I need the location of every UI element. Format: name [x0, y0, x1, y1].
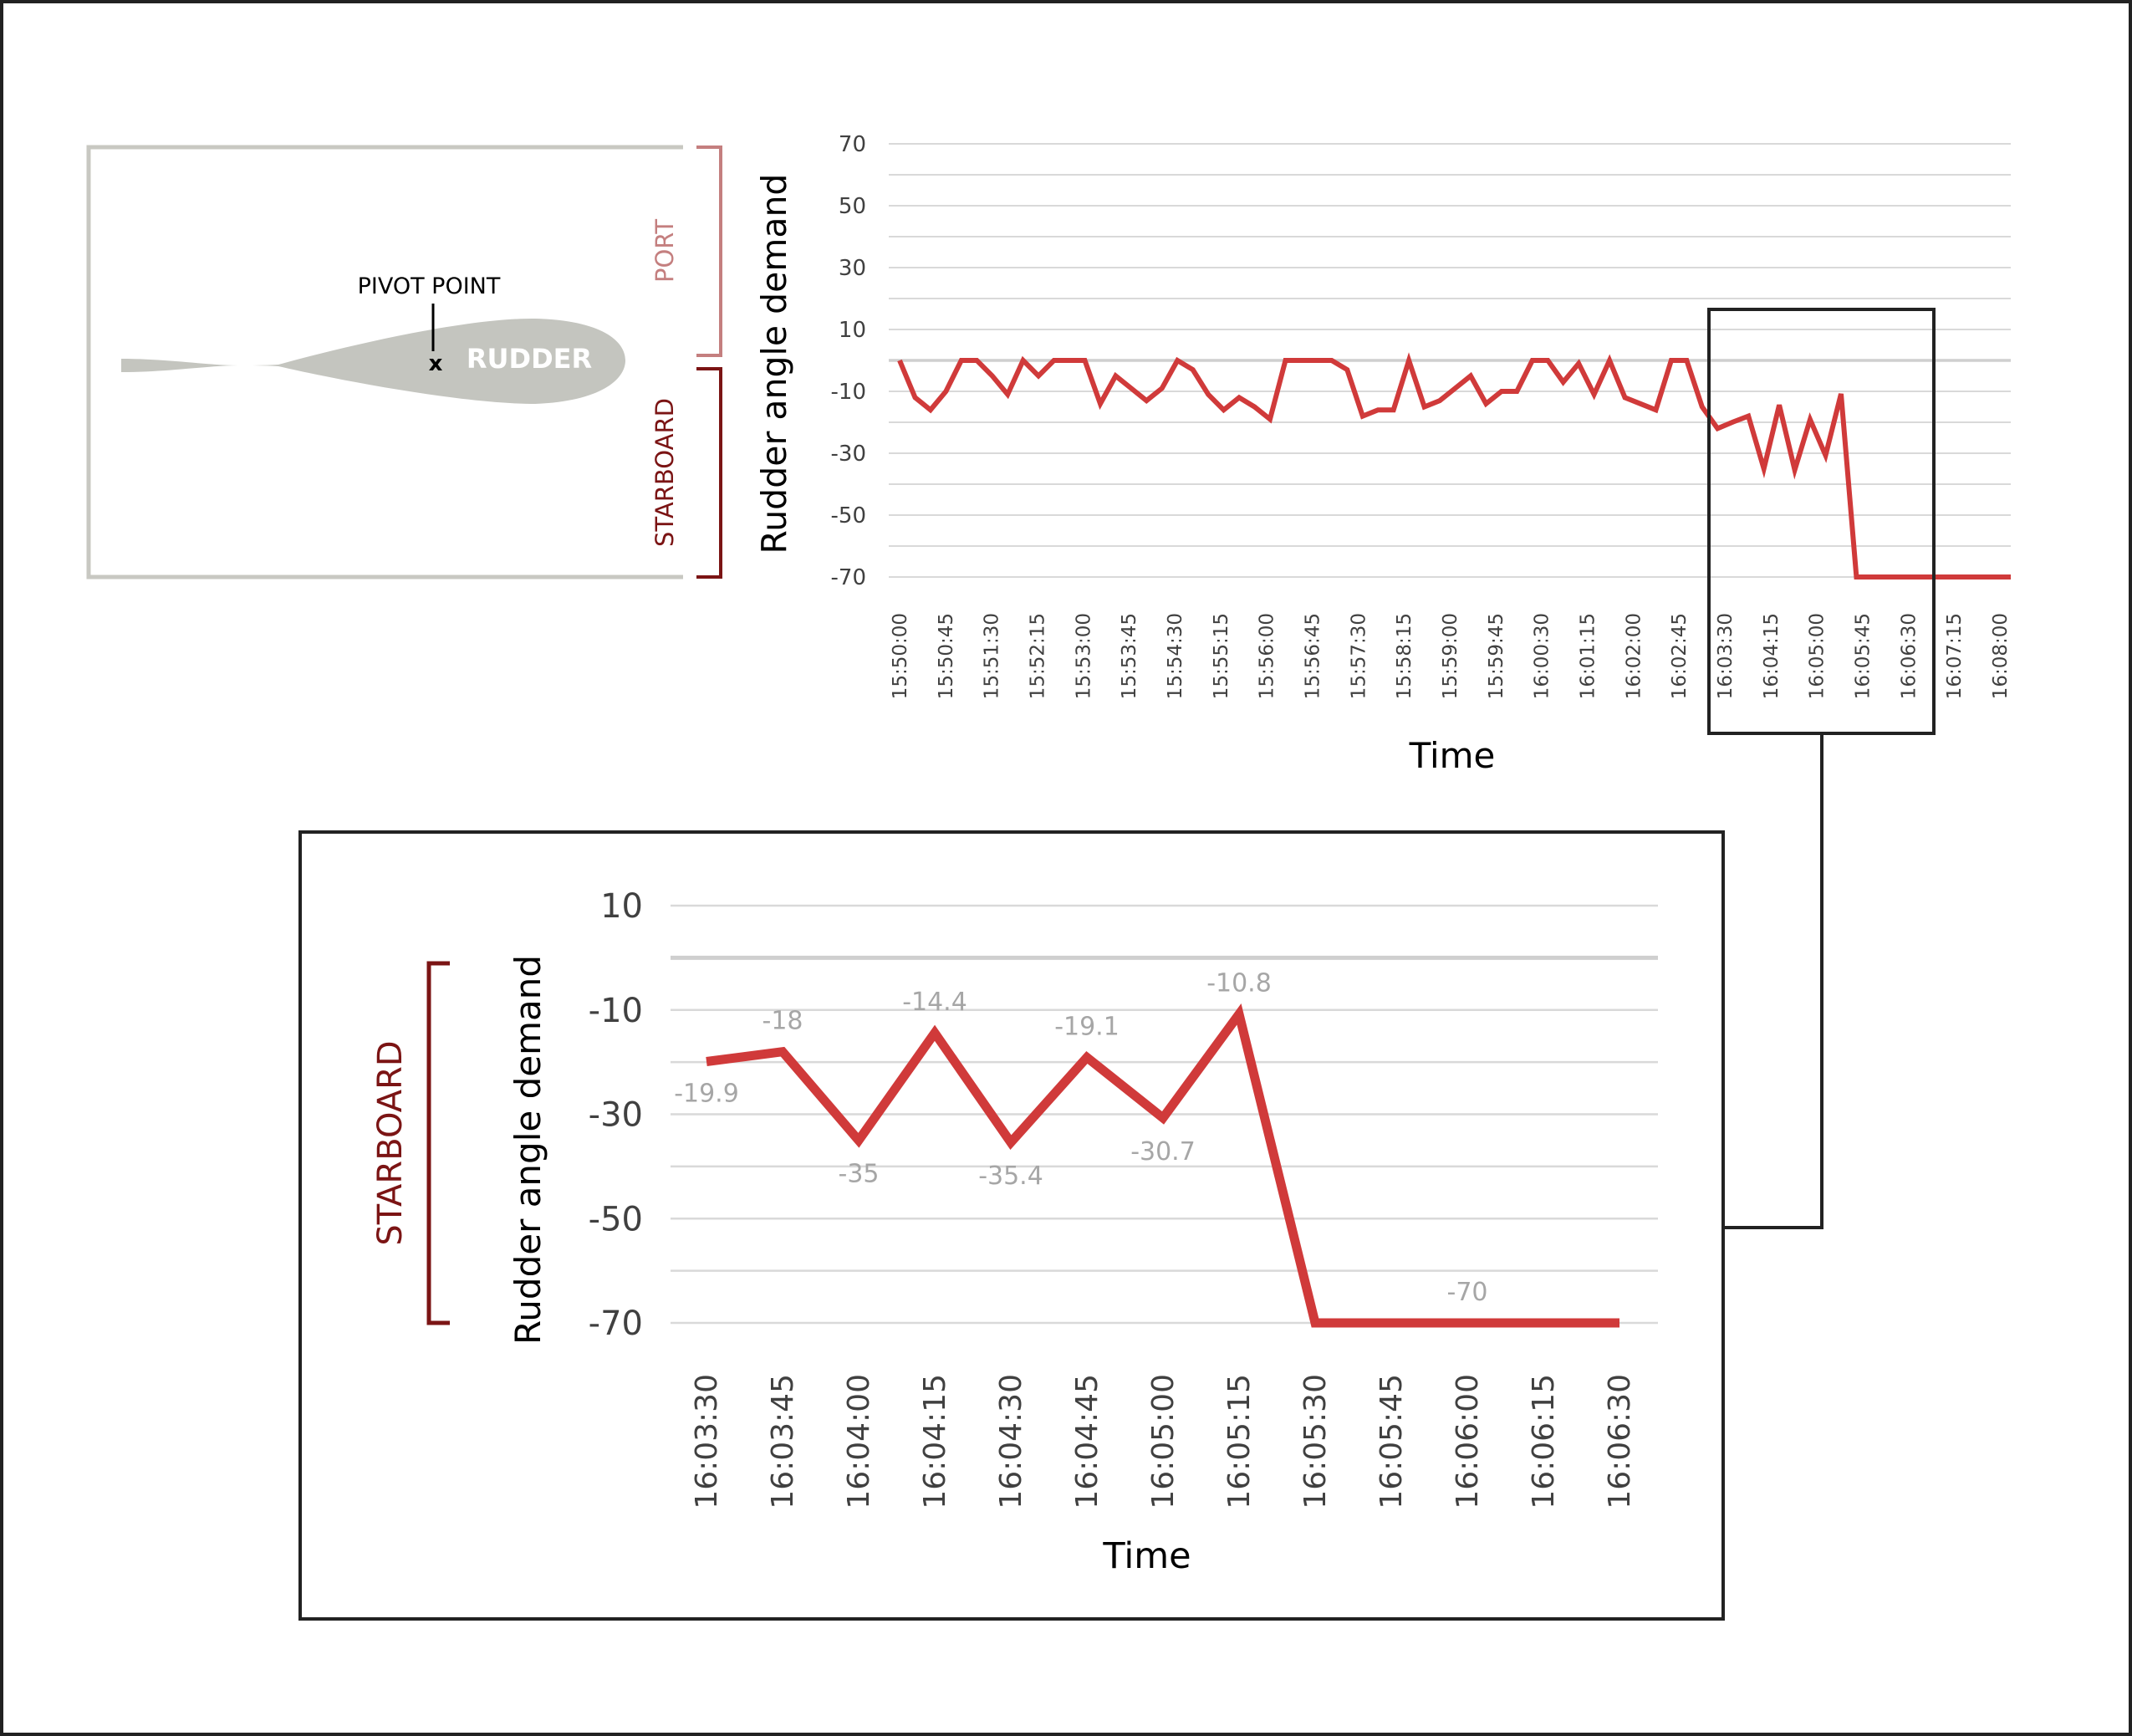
- starboard-bracket: [696, 367, 722, 579]
- x-tick-label: 16:02:00: [1623, 613, 1645, 699]
- data-label: -35.4: [978, 1162, 1043, 1191]
- x-tick-label: 15:54:30: [1165, 613, 1186, 699]
- zoom-panel: [298, 830, 1725, 1621]
- x-tick-label: 16:03:30: [1715, 613, 1737, 699]
- zoom-x-axis-title: Time: [1102, 1535, 1191, 1577]
- x-tick-label: 15:52:15: [1028, 613, 1049, 699]
- pivot-marker: x: [429, 351, 443, 376]
- data-label: -19.9: [674, 1080, 739, 1109]
- zoom-series-line: [706, 1003, 1619, 1328]
- x-tick-label: 16:01:15: [1578, 613, 1599, 699]
- y-tick-label: -10: [589, 992, 643, 1030]
- x-tick-label: 15:51:30: [982, 613, 1003, 699]
- x-tick-label: 16:04:30: [994, 1374, 1028, 1509]
- main-series-line: [897, 352, 2011, 580]
- port-bracket: [696, 146, 722, 357]
- zoom-gridlines: [671, 904, 1658, 1325]
- x-tick-label: 15:59:45: [1486, 613, 1507, 699]
- zoom-x-ticks: 16:03:30 16:03:45 16:04:00 16:04:15 16:04:30…: [690, 1374, 1637, 1509]
- x-tick-label: 16:02:45: [1669, 613, 1691, 699]
- y-tick-label: -50: [831, 503, 866, 528]
- rudder-diagram: PIVOT POINT x RUDDER PORT STARBOARD: [86, 145, 722, 580]
- x-tick-label: 16:06:00: [1451, 1374, 1485, 1509]
- zoom-data-labels: -19.9 -18 -35 -14.4 -35.4 -19.1 -30.7 -10.8 -70: [674, 969, 1487, 1307]
- zoom-y-ticks: 10 -10 -30 -50 -70: [589, 887, 643, 1343]
- x-tick-label: 15:59:00: [1440, 613, 1461, 699]
- y-tick-label: -10: [831, 380, 866, 405]
- x-tick-label: 15:55:15: [1211, 613, 1232, 699]
- x-tick-label: 15:58:15: [1394, 613, 1415, 699]
- x-tick-label: 16:05:30: [1298, 1374, 1333, 1509]
- main-y-axis-title: Rudder angle demand: [754, 174, 794, 554]
- diagram-frame: [86, 145, 683, 580]
- y-tick-label: -70: [589, 1305, 643, 1343]
- x-tick-label: 16:03:45: [766, 1374, 800, 1509]
- zoom-starboard-bracket: [426, 961, 450, 1325]
- data-label: -30.7: [1130, 1137, 1196, 1167]
- x-tick-label: 16:06:30: [1603, 1374, 1637, 1509]
- zoom-starboard-label: STARBOARD: [371, 1040, 410, 1245]
- y-tick-label: -30: [589, 1096, 643, 1135]
- x-tick-label: 15:50:00: [890, 613, 911, 699]
- y-tick-label: 10: [600, 887, 643, 926]
- x-tick-label: 16:05:45: [1375, 1374, 1409, 1509]
- x-tick-label: 16:05:00: [1146, 1374, 1181, 1509]
- x-tick-label: 16:06:30: [1898, 613, 1920, 699]
- main-y-ticks: 70 50 30 10 -10 -30 -50 -70: [831, 132, 866, 590]
- x-tick-label: 16:03:30: [690, 1374, 724, 1509]
- y-tick-label: -50: [589, 1200, 643, 1238]
- x-tick-label: 16:05:00: [1807, 613, 1829, 699]
- zoom-y-axis-title: Rudder angle demand: [507, 955, 548, 1345]
- y-tick-label: -30: [831, 442, 866, 467]
- x-tick-label: 16:05:45: [1853, 613, 1874, 699]
- starboard-label: STARBOARD: [650, 398, 679, 547]
- x-tick-label: 16:04:15: [918, 1374, 952, 1509]
- rudder-shape: [121, 318, 625, 404]
- x-tick-label: 15:53:45: [1119, 613, 1140, 699]
- x-tick-label: 16:08:00: [1990, 613, 2012, 699]
- x-tick-label: 15:56:45: [1303, 613, 1324, 699]
- zoom-chart: 10-10-30-50-70 16:03:30 16:03:45 16:04:00 1…: [371, 887, 1658, 1577]
- x-tick-label: 16:04:15: [1761, 613, 1783, 699]
- x-tick-label: 15:57:30: [1348, 613, 1369, 699]
- pivot-label: PIVOT POINT: [358, 273, 501, 299]
- y-tick-label: 50: [839, 194, 866, 219]
- x-tick-label: 16:05:15: [1222, 1374, 1257, 1509]
- data-label: -14.4: [902, 988, 967, 1017]
- x-tick-label: 16:06:15: [1527, 1374, 1561, 1509]
- data-label: -10.8: [1206, 969, 1272, 998]
- rudder-label: RUDDER: [467, 343, 592, 375]
- port-label: PORT: [650, 219, 679, 283]
- data-label: -35: [839, 1160, 880, 1189]
- data-label: -19.1: [1054, 1013, 1120, 1042]
- x-tick-label: 15:53:00: [1073, 613, 1094, 699]
- x-tick-label: 16:04:45: [1070, 1374, 1104, 1509]
- main-x-ticks: 15:50:00 15:50:45 15:51:30 15:52:15 15:53:00…: [890, 613, 2012, 699]
- connector-line: [1724, 733, 1823, 1229]
- y-tick-label: -70: [831, 565, 866, 590]
- x-tick-label: 16:07:15: [1944, 613, 1966, 699]
- main-x-axis-title: Time: [1409, 735, 1496, 776]
- x-tick-label: 16:04:00: [842, 1374, 876, 1509]
- data-label: -18: [763, 1007, 803, 1036]
- y-tick-label: 30: [839, 256, 866, 281]
- y-tick-label: 10: [839, 318, 866, 343]
- y-tick-label: 70: [839, 132, 866, 157]
- x-tick-label: 15:56:00: [1257, 613, 1278, 699]
- data-label: -70: [1447, 1278, 1488, 1307]
- x-tick-label: 15:50:45: [936, 613, 957, 699]
- x-tick-label: 16:00:30: [1532, 613, 1553, 699]
